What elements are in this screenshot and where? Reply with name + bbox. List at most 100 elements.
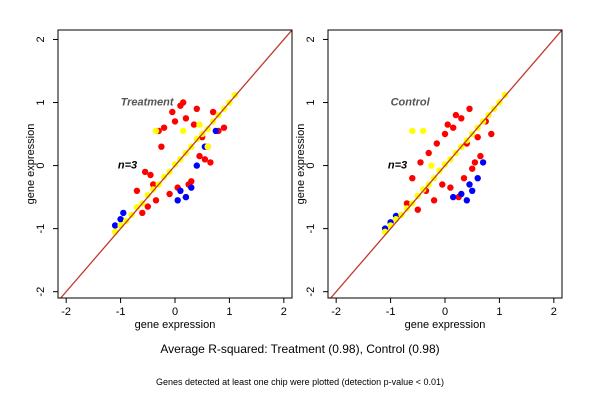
points-group [330, 30, 562, 298]
red-point [450, 124, 457, 131]
yellow-point [204, 125, 211, 133]
x-tick-label: 2 [281, 306, 287, 318]
red-point [474, 134, 481, 141]
blue-point [120, 209, 127, 217]
yellow-point [441, 161, 449, 168]
blue-point [469, 187, 476, 194]
x-tick-label: -1 [116, 306, 126, 318]
red-point [193, 105, 200, 113]
blue-point [188, 184, 195, 191]
red-point [201, 156, 209, 163]
red-point [414, 206, 421, 213]
blue-point [212, 127, 219, 135]
red-point [150, 181, 157, 188]
y-tick-label: 2 [305, 36, 317, 42]
yellow-point [171, 161, 179, 168]
blue-point [177, 187, 184, 194]
scatter-panel-treatment: -2 -1 0 1 2 -2 -1 0 1 2 gene expression gene expres… [25, 29, 293, 331]
blue-point [111, 222, 119, 229]
blue-point [474, 175, 481, 182]
red-point [169, 108, 176, 116]
red-point [441, 130, 449, 138]
blue-point [466, 181, 473, 188]
panel-title: Control [391, 97, 431, 109]
yellow-point [428, 162, 435, 169]
yellow-point [152, 127, 160, 135]
yellow-point [160, 173, 168, 181]
x-tick-label: -2 [61, 306, 71, 318]
red-point [160, 124, 168, 131]
panel-title: Treatment [121, 97, 175, 109]
red-point [425, 149, 432, 157]
sample-size-annotation: n=3 [388, 160, 407, 172]
red-point [209, 108, 217, 116]
red-point [166, 190, 173, 198]
x-tick-label: -1 [386, 306, 396, 318]
yellow-point [409, 127, 416, 135]
red-point [430, 197, 438, 204]
blue-point [479, 159, 487, 166]
y-tick-label: -2 [305, 287, 317, 297]
red-point [141, 168, 149, 176]
yellow-point [414, 192, 421, 199]
blue-point [193, 162, 200, 169]
red-point [471, 159, 479, 166]
red-point [182, 115, 190, 122]
red-point [417, 159, 424, 166]
points-group [60, 30, 292, 298]
y-tick-label: -1 [35, 224, 47, 234]
red-point [152, 197, 160, 204]
red-point [452, 111, 460, 119]
yellow-point [420, 127, 427, 135]
red-point [190, 121, 198, 128]
yellow-point [196, 121, 203, 128]
x-tick-label: 0 [172, 306, 178, 318]
red-point [458, 115, 465, 122]
red-point [171, 118, 179, 125]
y-tick-label: 1 [35, 99, 47, 105]
y-tick-label: 2 [35, 36, 47, 42]
red-point [207, 159, 214, 166]
diagonal-reference-line [330, 30, 562, 298]
red-point [460, 175, 468, 182]
blue-point [458, 190, 465, 198]
red-point [433, 140, 440, 147]
red-point [147, 171, 154, 179]
red-point [469, 165, 476, 172]
summary-caption: Average R-squared: Treatment (0.98), Con… [160, 342, 440, 356]
x-tick-label: 2 [551, 306, 557, 318]
x-axis-label: gene expression [405, 319, 486, 331]
y-axis-label: gene expression [25, 124, 37, 205]
x-axis-label: gene expression [135, 319, 216, 331]
y-tick-label: -1 [305, 224, 317, 234]
x-tick-label: 1 [226, 306, 232, 318]
red-point [477, 152, 484, 160]
red-point [409, 175, 416, 182]
sample-size-annotation: n=3 [118, 160, 137, 172]
yellow-point [144, 192, 151, 199]
red-point [180, 99, 187, 106]
yellow-point [420, 186, 427, 193]
x-tick-label: 0 [442, 306, 448, 318]
red-point [144, 203, 151, 210]
y-tick-label: 0 [35, 163, 47, 169]
blue-point [174, 197, 181, 204]
footnote-caption: Genes detected at least one chip were pl… [156, 377, 444, 387]
red-point [158, 143, 165, 150]
red-point [188, 178, 195, 185]
blue-point [117, 216, 124, 223]
yellow-point [204, 143, 211, 150]
red-point [444, 121, 451, 128]
y-tick-label: 1 [305, 99, 317, 105]
x-tick-label: -2 [331, 306, 341, 318]
scatter-panel-control: -2 -1 0 1 2 -2 -1 0 1 2 gene expression gene expres… [295, 29, 563, 331]
red-point [220, 124, 228, 131]
blue-point [450, 193, 457, 201]
red-point [466, 105, 473, 113]
red-point [439, 181, 446, 188]
yellow-point [150, 186, 157, 193]
diagonal-reference-line [60, 30, 292, 298]
red-point [139, 209, 146, 217]
y-tick-label: -2 [35, 287, 47, 297]
